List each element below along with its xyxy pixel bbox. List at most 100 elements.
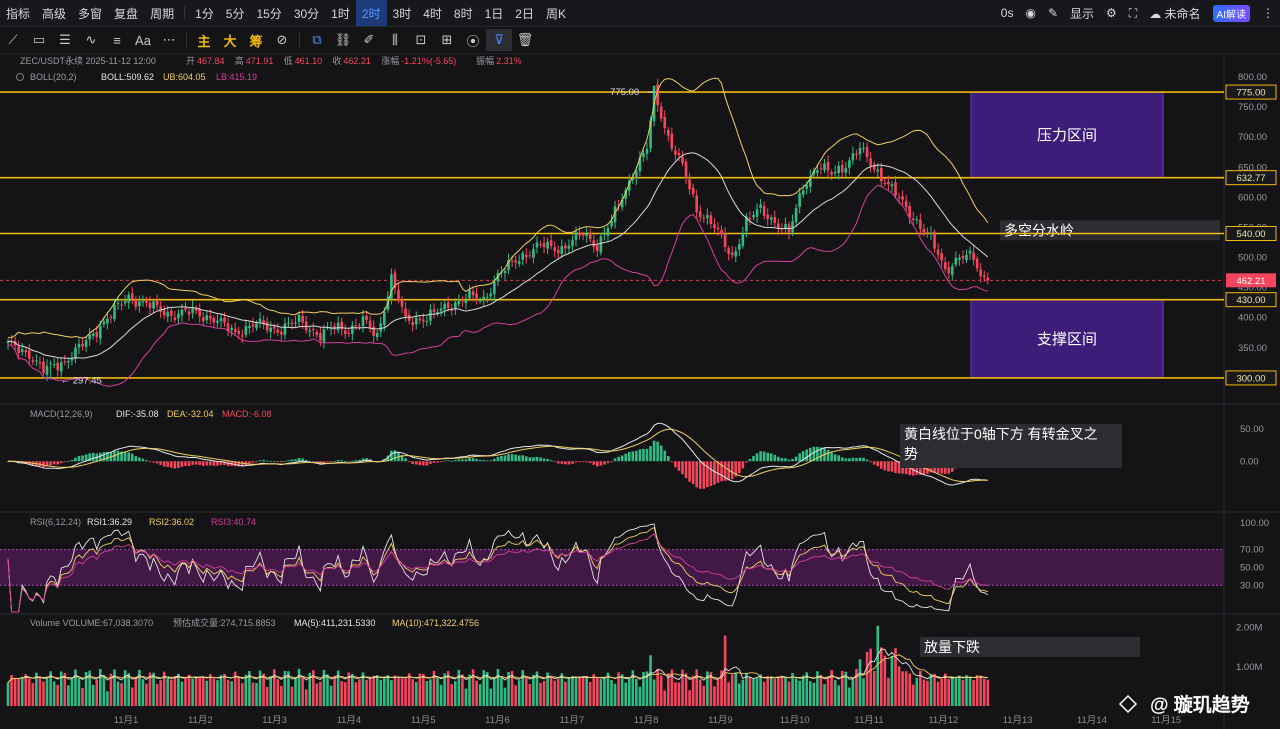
candle-body — [343, 330, 347, 334]
volume-bar — [681, 669, 684, 706]
measure-icon[interactable]: ⊞ — [441, 32, 453, 47]
volume-bar — [177, 673, 180, 706]
magnet-icon[interactable]: ⦿ — [466, 33, 480, 49]
macd-bar — [152, 461, 155, 463]
period-12-tab[interactable]: 周K — [545, 6, 566, 21]
volume-bar — [851, 677, 855, 706]
candle-body — [844, 168, 848, 173]
macd-bar — [812, 446, 816, 462]
toolbar-replay-button[interactable]: 复盘 — [114, 6, 139, 21]
volume-bar — [113, 669, 116, 706]
main-force-tool[interactable]: 主 — [197, 33, 211, 49]
candle-body — [464, 300, 468, 303]
volume-bar — [407, 673, 411, 706]
candle-body — [741, 233, 745, 246]
volume-bar — [31, 683, 35, 706]
brush-icon[interactable]: ✐ — [363, 32, 375, 47]
candle-body — [361, 316, 365, 326]
toolbar-indicators-button[interactable]: 指标 — [6, 6, 31, 21]
period-4-tab[interactable]: 30分 — [293, 6, 320, 21]
macd-bar — [237, 461, 241, 467]
volume-bar — [255, 683, 258, 706]
period-1-tab[interactable]: 1分 — [195, 6, 214, 21]
candle-body — [500, 272, 503, 274]
display-button[interactable]: 显示 — [1070, 6, 1095, 21]
volume-bar — [656, 669, 659, 706]
period-5-tab[interactable]: 1时 — [331, 6, 350, 21]
volume-bar — [603, 677, 606, 706]
macd-bar — [454, 460, 457, 462]
candle-body — [280, 331, 283, 335]
volume-bar — [443, 673, 446, 706]
account-label[interactable]: ☁ 未命名 — [1149, 6, 1201, 21]
candle-body — [887, 181, 890, 185]
macd-bar — [819, 447, 823, 462]
macd-bar — [52, 461, 56, 465]
ohlc-value: 2.31% — [496, 56, 522, 66]
text-tool[interactable]: Aa — [135, 32, 151, 48]
settings-icon[interactable]: ⚙ — [1106, 6, 1117, 20]
macd-dea-line — [8, 428, 988, 482]
channel-icon[interactable]: ☰ — [59, 32, 71, 47]
volume-bar — [116, 681, 120, 706]
volume-bar — [81, 687, 84, 706]
chip-tool[interactable]: 筹 — [249, 33, 263, 49]
fullscreen-icon[interactable]: ⛶ — [1128, 5, 1138, 20]
chart-area[interactable]: 800.00750.00700.00650.00600.00550.00500.… — [0, 54, 1280, 729]
toolbar-period-button[interactable]: 周期 — [150, 6, 175, 21]
volume-ma5-line — [7, 648, 988, 683]
candle-body — [383, 311, 386, 325]
candle-body — [659, 106, 663, 119]
candle-icon[interactable]: ⫼ — [392, 32, 398, 47]
toolbar-advanced-button[interactable]: 高级 — [42, 6, 67, 21]
macd-bar — [219, 461, 223, 466]
rsi-tick-label: 100.00 — [1240, 518, 1269, 529]
macd-bar — [528, 457, 532, 462]
macd-bar — [567, 461, 571, 465]
link-icon[interactable]: ⛓ — [334, 32, 352, 47]
candle-body — [38, 362, 42, 364]
ai-button[interactable]: AI解读 — [1207, 0, 1256, 26]
volume-bar — [138, 669, 141, 706]
candle-body — [372, 326, 375, 336]
period-11-tab[interactable]: 2日 — [515, 6, 534, 21]
volume-bar — [212, 678, 216, 706]
hide-icon[interactable]: ⊘ — [276, 32, 288, 47]
candle-body — [784, 223, 787, 229]
parallel-icon[interactable]: ≡ — [113, 32, 121, 48]
candle-body — [865, 146, 869, 158]
period-9-tab[interactable]: 8时 — [453, 6, 473, 21]
candle-body — [241, 335, 244, 337]
candle-body — [748, 218, 752, 220]
filter-icon[interactable]: ⊽ — [486, 29, 512, 51]
period-6-tab[interactable]: 2时 — [355, 0, 387, 26]
period-3-tab[interactable]: 15分 — [256, 6, 282, 21]
macd-bar — [209, 461, 212, 466]
candle-body — [631, 177, 635, 180]
rectangle-icon[interactable]: ▭ — [32, 32, 46, 47]
x-axis-date-label: 11月8 — [634, 715, 659, 726]
macd-bar — [716, 461, 720, 483]
period-8-tab[interactable]: 4时 — [423, 6, 442, 21]
period-2-tab[interactable]: 5分 — [225, 6, 245, 21]
share-icon[interactable]: ⋮ — [1262, 6, 1274, 20]
camera-icon[interactable]: ◉ — [1025, 6, 1036, 20]
macd-bar — [123, 452, 127, 462]
candle-body — [503, 270, 507, 273]
lock-icon[interactable]: ⊡ — [415, 32, 427, 47]
large-order-tool[interactable]: 大 — [223, 33, 237, 49]
period-10-tab[interactable]: 1日 — [484, 6, 504, 21]
macd-bar — [162, 461, 166, 467]
trash-icon[interactable]: 🗑 — [516, 32, 534, 47]
volume-bar — [812, 682, 816, 706]
level-tag-label: 300.00 — [1236, 373, 1265, 384]
more-icon[interactable]: ⋯ — [162, 32, 176, 47]
toolbar-multi-window-button[interactable]: 多窗 — [78, 6, 103, 21]
price-header-symbol: ZEC/USDT永续 2025-11-12 12:00 — [20, 55, 156, 66]
fib-icon[interactable]: ∿ — [85, 32, 97, 47]
volume-bar — [613, 683, 617, 706]
pen-icon[interactable]: ✎ — [1047, 6, 1059, 20]
period-7-tab[interactable]: 3时 — [392, 6, 412, 21]
copy-icon[interactable]: ⧉ — [312, 32, 322, 47]
trendline-icon[interactable]: ⟋ — [8, 32, 18, 47]
